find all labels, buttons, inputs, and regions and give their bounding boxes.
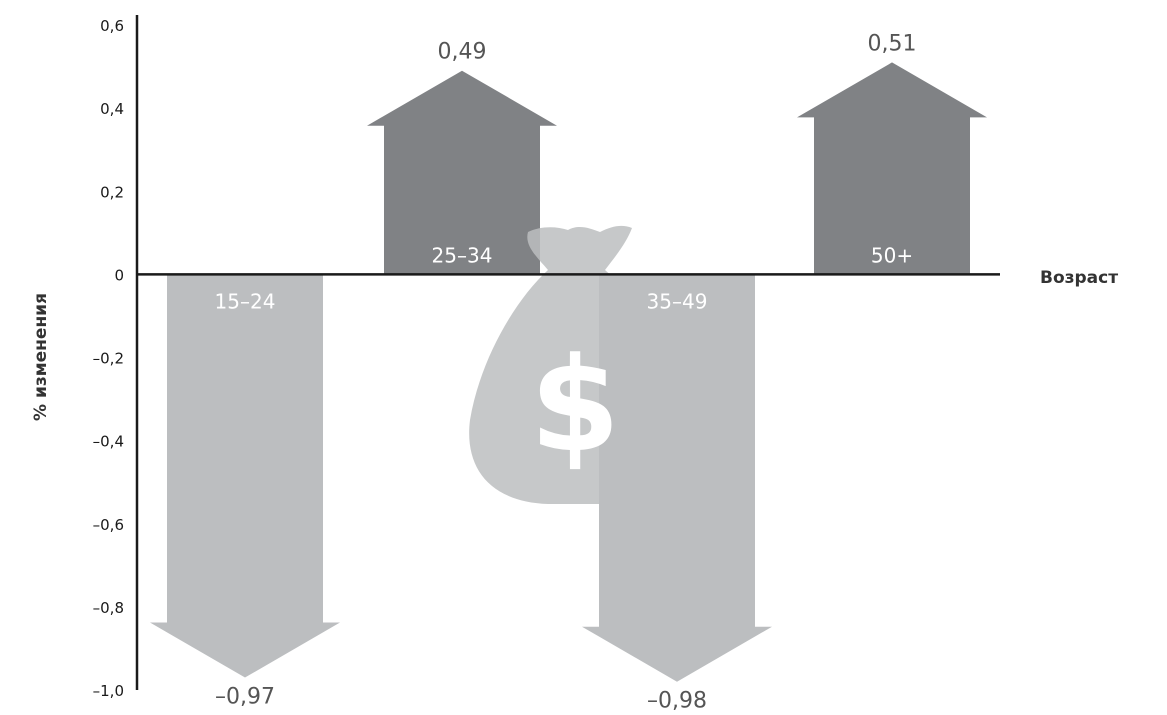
y-tick-label: 0,6	[100, 17, 124, 35]
y-tick-label: –0,2	[93, 350, 124, 368]
data-label: 0,49	[438, 40, 487, 65]
data-label: –0,98	[647, 689, 707, 714]
category-label: 15–24	[215, 289, 276, 313]
x-axis-title: Возраст	[1040, 268, 1118, 288]
dollar-sign: $	[530, 329, 620, 481]
y-tick-label: 0,4	[100, 100, 124, 118]
category-label: 25–34	[432, 243, 493, 267]
data-label: –0,97	[215, 685, 275, 710]
money-bag-body	[469, 225, 685, 505]
bar-arrow-25–34	[367, 70, 557, 275]
bar-arrow-15–24	[150, 274, 340, 678]
y-tick-label: –1,0	[93, 682, 124, 700]
data-label: 0,51	[868, 31, 917, 56]
y-axis-title: % изменения	[31, 293, 51, 421]
category-label: 35–49	[647, 289, 708, 313]
money-bag-icon: $	[469, 225, 685, 505]
axes: 0,6 0,4 0,2 0 –0,2 –0,4 –0,6 –0,8 –1,0	[93, 15, 1000, 700]
bar-arrow-50+	[797, 62, 987, 275]
labels: –0,97 15–24 0,49 25–34 –0,98 35–49 0,51 50+	[215, 31, 917, 713]
y-tick-label: –0,8	[93, 599, 124, 617]
y-tick-label: 0	[114, 266, 124, 284]
y-tick-label: –0,4	[93, 433, 124, 451]
y-tick-label: 0,2	[100, 183, 124, 201]
y-tick-label: –0,6	[93, 516, 124, 534]
category-label: 50+	[871, 243, 913, 267]
